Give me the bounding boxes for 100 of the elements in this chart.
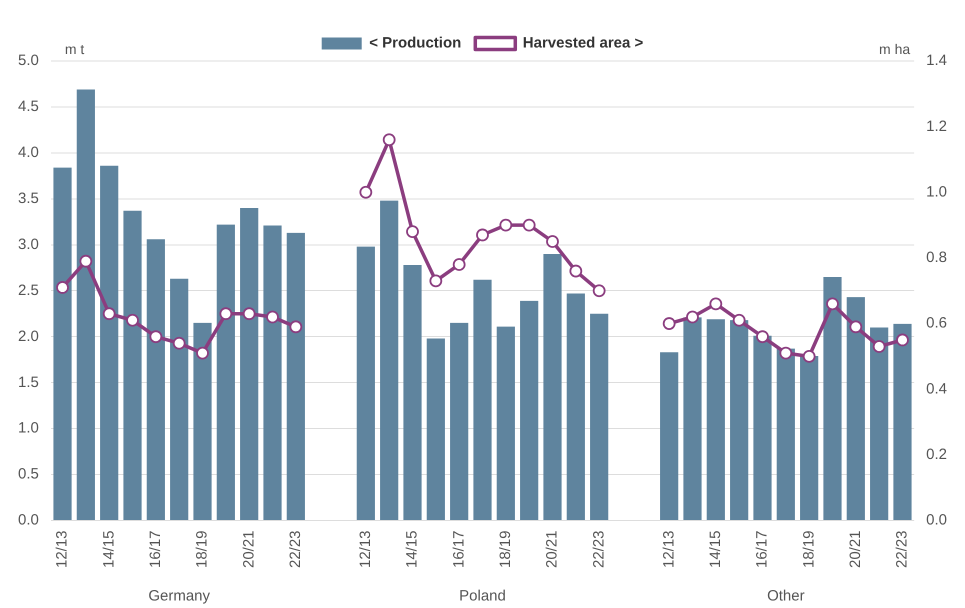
point	[242, 307, 256, 320]
bar	[660, 352, 678, 520]
x-tick-label: 12/13	[660, 530, 678, 568]
bar	[240, 208, 258, 520]
bar	[53, 168, 72, 520]
bar	[566, 293, 585, 520]
y-tick-label: 2.5	[18, 282, 39, 299]
point	[359, 186, 372, 199]
point	[522, 218, 536, 232]
bar	[706, 319, 725, 520]
x-tick-label: 20/21	[846, 530, 864, 568]
point	[546, 235, 559, 248]
y-tick-label: 2.0	[18, 328, 39, 345]
bar	[286, 232, 305, 520]
point	[406, 225, 419, 238]
point	[849, 320, 862, 334]
point	[592, 284, 606, 298]
y2-tick-label: 1.0	[926, 183, 948, 200]
point	[732, 314, 746, 327]
x-tick-label: 12/13	[356, 530, 374, 568]
text: Germany	[148, 588, 211, 605]
y-tick-label: 1.0	[18, 420, 39, 437]
x-tick-label: 22/23	[286, 530, 304, 568]
bar	[870, 327, 888, 520]
point	[219, 307, 232, 320]
x-tick-label: 22/23	[590, 530, 608, 568]
point	[382, 133, 396, 146]
bar	[356, 246, 375, 520]
bar	[776, 348, 795, 520]
bar	[846, 297, 865, 520]
bar	[893, 324, 912, 520]
point	[686, 310, 699, 324]
x-tick-label: 16/17	[146, 530, 164, 568]
bar	[123, 210, 142, 520]
bar	[683, 317, 702, 520]
bar	[193, 322, 212, 520]
point	[429, 274, 442, 288]
point	[499, 218, 512, 232]
y2-tick-label: 1.4	[926, 52, 948, 70]
y-tick-label: 4.0	[18, 144, 39, 162]
point	[802, 350, 816, 363]
y-tick-label: 5.0	[18, 52, 39, 70]
point	[149, 330, 162, 344]
x-tick-label: 14/15	[100, 530, 118, 568]
bar	[753, 336, 772, 520]
x-tick-label: 16/17	[450, 530, 468, 568]
point	[662, 317, 676, 330]
y2-tick-label: 0.0	[926, 512, 948, 529]
bar	[520, 300, 538, 520]
point	[779, 346, 792, 360]
y-tick-label: 0.5	[18, 466, 39, 483]
bar	[263, 225, 282, 520]
point	[709, 297, 722, 310]
bar	[76, 89, 95, 520]
point	[196, 346, 209, 360]
bar	[100, 166, 118, 520]
point	[569, 264, 582, 278]
legend-label: < Production	[369, 34, 462, 52]
point	[826, 297, 839, 310]
bar	[730, 320, 748, 520]
x-tick-label: 14/15	[706, 530, 724, 568]
y2-axis-title: m ha	[879, 40, 910, 57]
y-tick-label: 1.5	[18, 374, 39, 391]
x-tick-label: 22/23	[894, 530, 911, 568]
bar	[823, 276, 842, 520]
x-tick-label: 18/19	[800, 530, 818, 568]
x-tick-label: 20/21	[544, 530, 561, 568]
point	[756, 330, 769, 344]
bar	[473, 280, 492, 520]
bar	[496, 326, 515, 520]
y-tick-label: 0.0	[18, 512, 39, 529]
y2-tick-label: 1.2	[926, 118, 948, 135]
point	[896, 334, 909, 346]
y2-tick-label: 0.2	[926, 446, 948, 463]
bar	[216, 224, 235, 520]
y-tick-label: 3.5	[18, 190, 39, 207]
point	[56, 281, 69, 294]
point	[266, 310, 279, 324]
point	[476, 228, 489, 242]
y2-tick-label: 0.8	[926, 249, 948, 266]
text: Other	[767, 588, 805, 605]
bar	[403, 265, 422, 520]
bar	[146, 239, 165, 520]
bar	[590, 314, 608, 520]
point	[452, 258, 466, 271]
x-tick-label: 20/21	[240, 530, 258, 568]
x-tick-label: 18/19	[194, 530, 211, 568]
bar	[450, 322, 468, 520]
x-tick-label: 14/15	[404, 530, 421, 568]
y-tick-label: 4.5	[18, 98, 39, 116]
y-tick-label: 3.0	[18, 236, 39, 253]
point	[126, 314, 139, 327]
point	[289, 320, 302, 334]
bar	[380, 200, 398, 520]
point	[872, 340, 886, 353]
bar	[170, 278, 188, 520]
text: Poland	[459, 588, 506, 605]
y2-tick-label: 0.6	[926, 314, 948, 332]
y-axis-title: m t	[64, 40, 84, 57]
x-tick-label: 16/17	[754, 530, 771, 568]
